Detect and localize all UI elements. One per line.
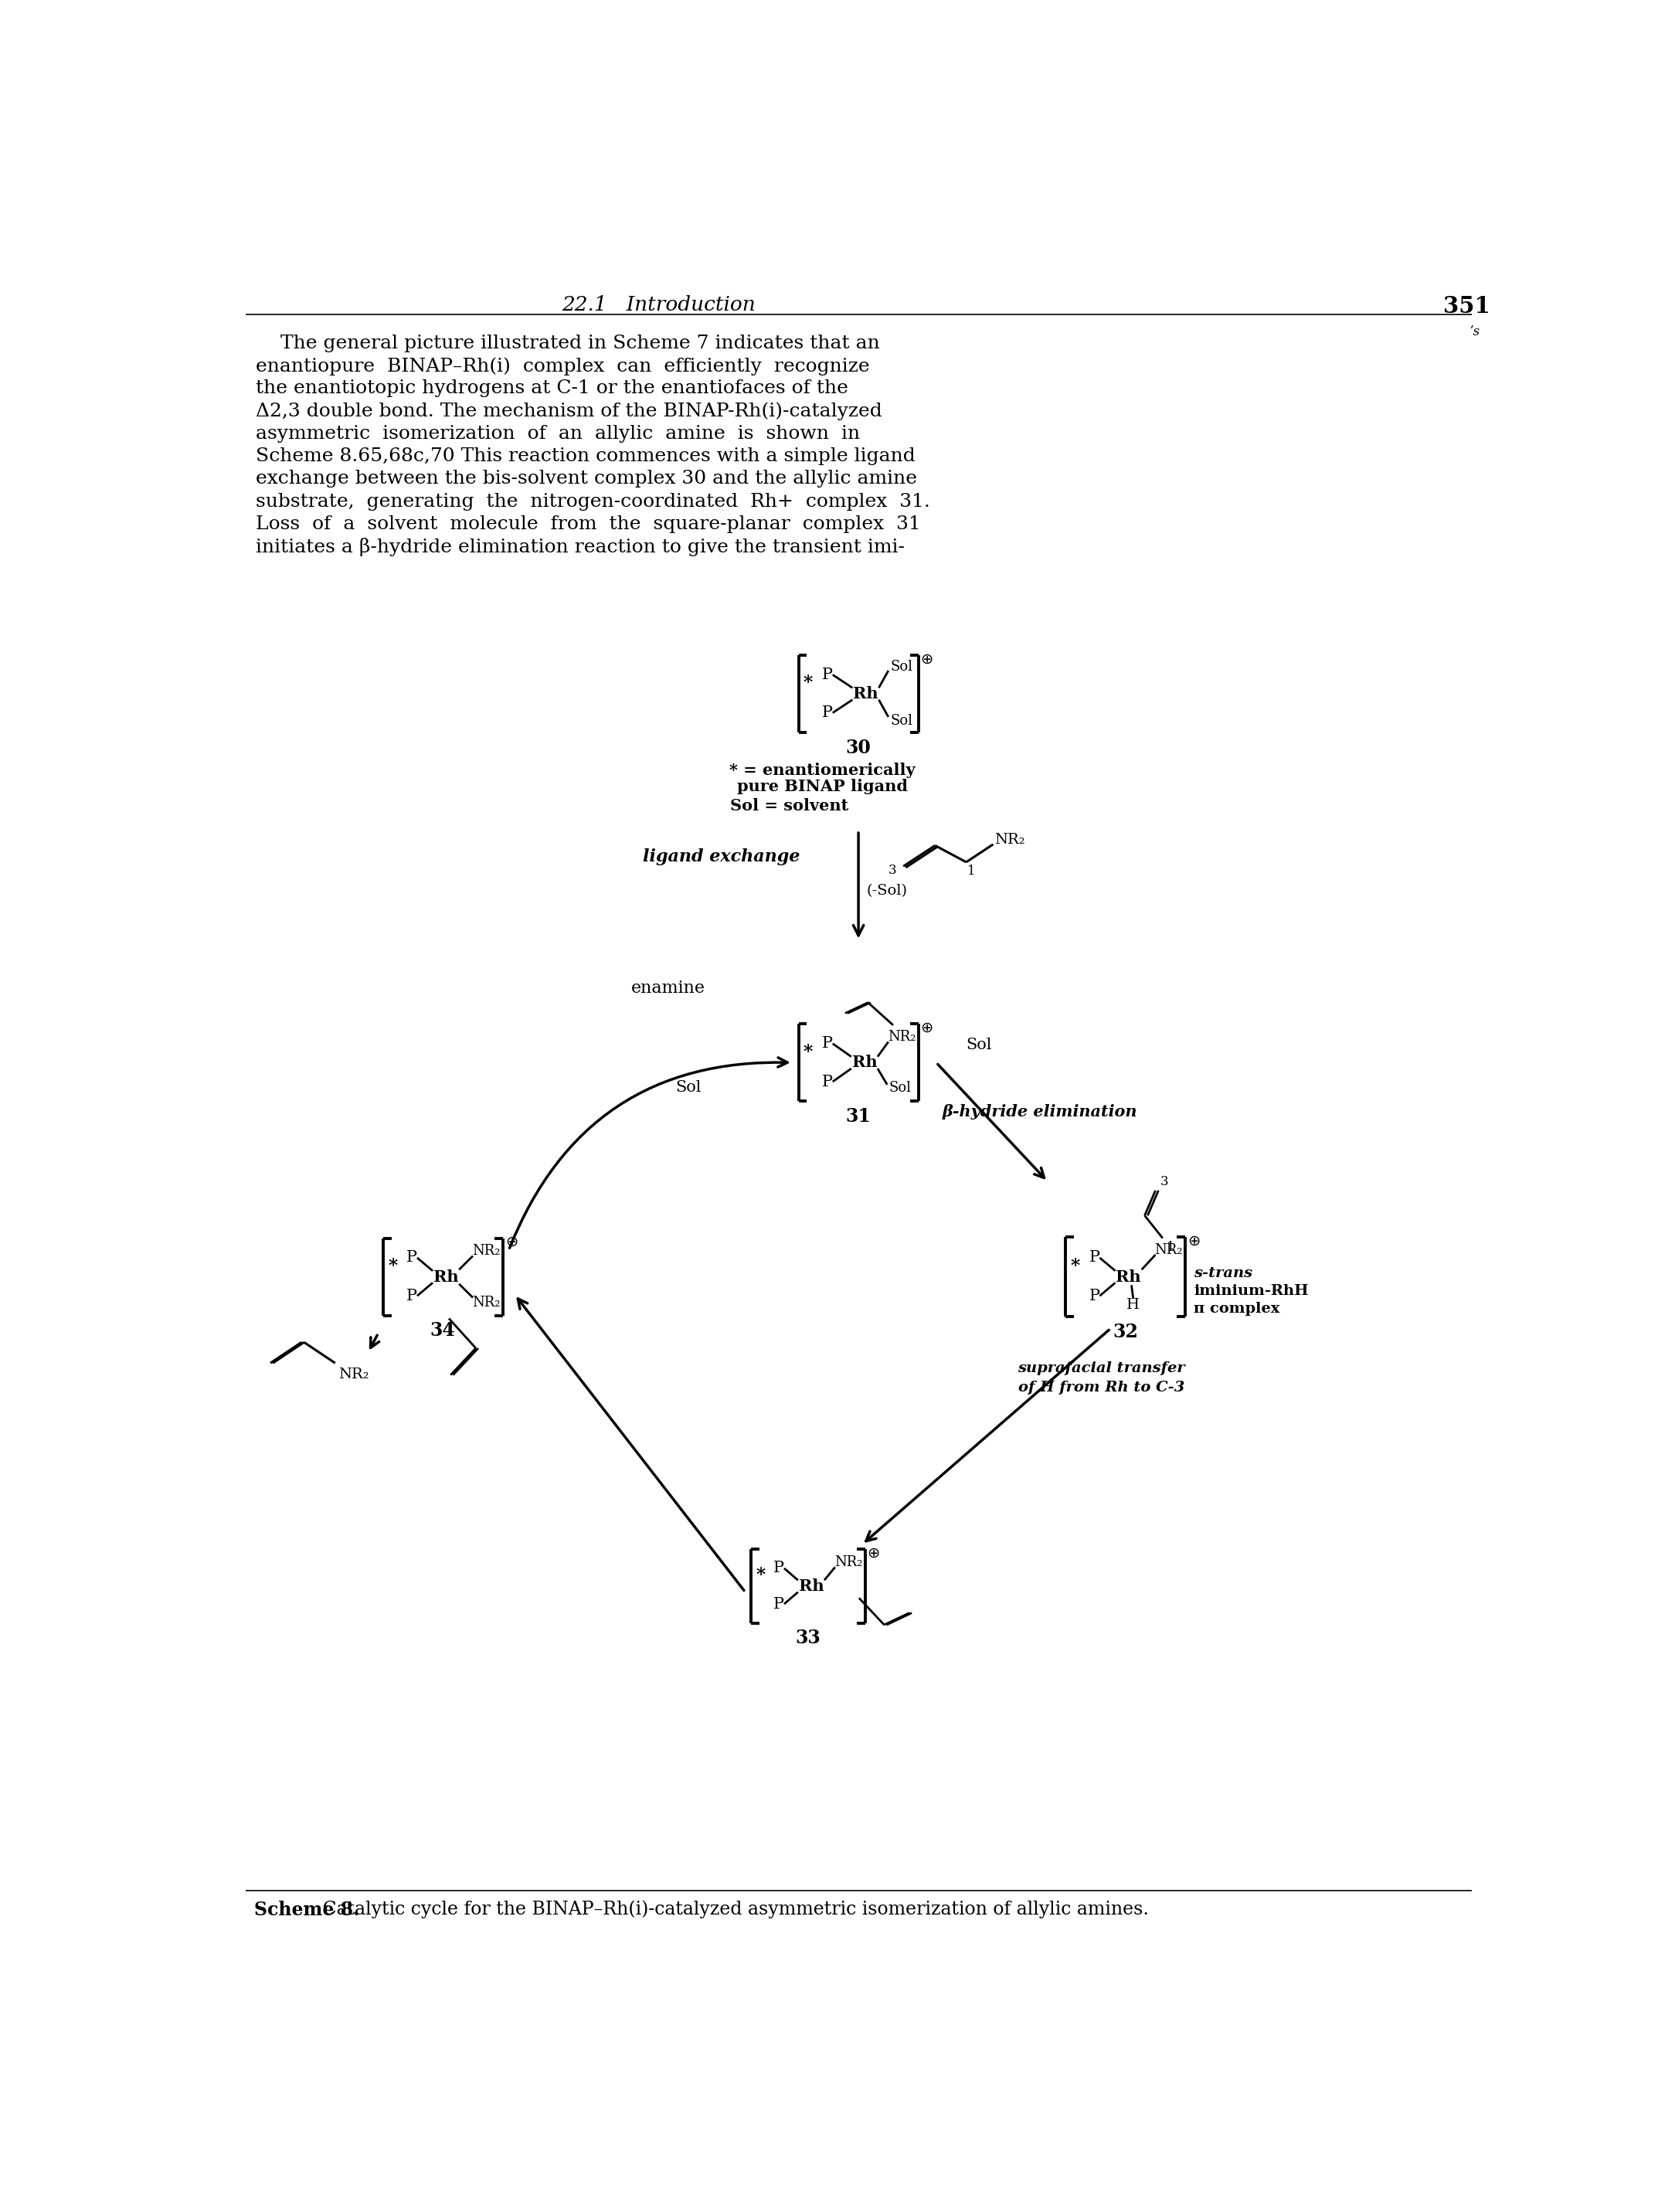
Text: s-trans: s-trans	[1194, 1265, 1253, 1281]
Text: Sol: Sol	[889, 1082, 911, 1095]
Text: enamine: enamine	[631, 980, 705, 995]
Text: Δ2,3 double bond. The mechanism of the BINAP-Rh(i)-catalyzed: Δ2,3 double bond. The mechanism of the B…	[256, 403, 883, 420]
Text: The general picture illustrated in Scheme 7 indicates that an: The general picture illustrated in Schem…	[256, 334, 879, 352]
Text: Sol: Sol	[966, 1037, 992, 1053]
Text: P: P	[407, 1290, 417, 1303]
Text: asymmetric  isomerization  of  an  allylic  amine  is  shown  in: asymmetric isomerization of an allylic a…	[256, 425, 861, 442]
Text: enantiopure  BINAP–Rh(i)  complex  can  efficiently  recognize: enantiopure BINAP–Rh(i) complex can effi…	[256, 356, 869, 376]
Text: * = enantiomerically: * = enantiomerically	[730, 763, 916, 779]
Text: ⊕: ⊕	[921, 653, 933, 666]
Text: Catalytic cycle for the BINAP–Rh(i)-catalyzed asymmetric isomerization of allyli: Catalytic cycle for the BINAP–Rh(i)-cata…	[317, 1900, 1149, 1918]
Text: NR₂: NR₂	[888, 1031, 916, 1044]
Text: Sol = solvent: Sol = solvent	[730, 799, 849, 814]
Text: 1: 1	[968, 865, 975, 878]
Text: 34: 34	[430, 1321, 456, 1340]
Text: pure BINAP ligand: pure BINAP ligand	[737, 779, 908, 794]
Text: NR₂: NR₂	[995, 832, 1025, 847]
Text: of H from Rh to C-3: of H from Rh to C-3	[1018, 1380, 1184, 1396]
Text: P: P	[822, 668, 832, 681]
Text: Sol: Sol	[891, 714, 913, 728]
Text: NR₂: NR₂	[472, 1296, 501, 1310]
Text: H: H	[1127, 1298, 1141, 1312]
Text: 3: 3	[1161, 1175, 1169, 1188]
Text: ⊕: ⊕	[921, 1020, 933, 1035]
Text: P: P	[1089, 1250, 1100, 1265]
Text: Rh: Rh	[799, 1579, 824, 1595]
Text: Scheme 8.: Scheme 8.	[255, 1900, 360, 1918]
Text: NR₂: NR₂	[834, 1555, 863, 1568]
Text: NR₂: NR₂	[1154, 1243, 1183, 1256]
Text: the enantiotopic hydrogens at C-1 or the enantiofaces of the: the enantiotopic hydrogens at C-1 or the…	[256, 380, 849, 398]
Text: NR₂: NR₂	[472, 1245, 501, 1259]
Text: β-hydride elimination: β-hydride elimination	[943, 1104, 1137, 1119]
Text: P: P	[822, 1035, 832, 1051]
Text: P: P	[407, 1250, 417, 1265]
Text: exchange between the bis-solvent complex 30 and the allylic amine: exchange between the bis-solvent complex…	[256, 471, 918, 489]
Text: NR₂: NR₂	[338, 1367, 368, 1382]
Text: 351: 351	[1442, 294, 1489, 319]
Text: substrate,  generating  the  nitrogen-coordinated  Rh+  complex  31.: substrate, generating the nitrogen-coord…	[256, 493, 931, 511]
Text: 22.1   Introduction: 22.1 Introduction	[561, 294, 755, 314]
Text: suprafacial transfer: suprafacial transfer	[1018, 1360, 1186, 1376]
Text: P: P	[822, 1075, 832, 1088]
Text: *: *	[804, 675, 812, 692]
Text: *: *	[755, 1566, 765, 1584]
Text: iminium-RhH: iminium-RhH	[1194, 1283, 1308, 1298]
Text: P: P	[774, 1562, 784, 1575]
Text: Sol: Sol	[891, 659, 913, 675]
Text: *: *	[1070, 1256, 1080, 1276]
Text: 32: 32	[1112, 1323, 1139, 1340]
Text: Rh: Rh	[853, 686, 878, 701]
Text: Rh: Rh	[1116, 1270, 1141, 1285]
Text: π complex: π complex	[1194, 1303, 1280, 1316]
Text: *: *	[804, 1042, 812, 1062]
Text: 33: 33	[796, 1628, 821, 1648]
Text: Sol: Sol	[675, 1079, 702, 1095]
Text: ʹs: ʹs	[1469, 325, 1481, 338]
Text: P: P	[774, 1597, 784, 1610]
Text: P: P	[1089, 1290, 1100, 1303]
Text: 1: 1	[1166, 1241, 1174, 1254]
Text: ⊕: ⊕	[506, 1234, 518, 1250]
Text: P: P	[822, 706, 832, 721]
Text: Rh: Rh	[853, 1055, 878, 1071]
Text: 30: 30	[846, 739, 871, 757]
Text: initiates a β-hydride elimination reaction to give the transient imi-: initiates a β-hydride elimination reacti…	[256, 538, 904, 557]
Text: ligand exchange: ligand exchange	[643, 849, 801, 865]
Text: Rh: Rh	[434, 1270, 459, 1285]
Text: ⊕: ⊕	[868, 1546, 879, 1559]
Text: Loss  of  a  solvent  molecule  from  the  square-planar  complex  31: Loss of a solvent molecule from the squa…	[256, 515, 921, 533]
Text: *: *	[389, 1256, 397, 1276]
Text: 31: 31	[846, 1108, 871, 1126]
Text: ⊕: ⊕	[1188, 1234, 1201, 1248]
Text: (-Sol): (-Sol)	[868, 885, 908, 898]
Text: 3: 3	[888, 865, 896, 878]
Text: Scheme 8.65,68c,70 This reaction commences with a simple ligand: Scheme 8.65,68c,70 This reaction commenc…	[256, 447, 916, 465]
